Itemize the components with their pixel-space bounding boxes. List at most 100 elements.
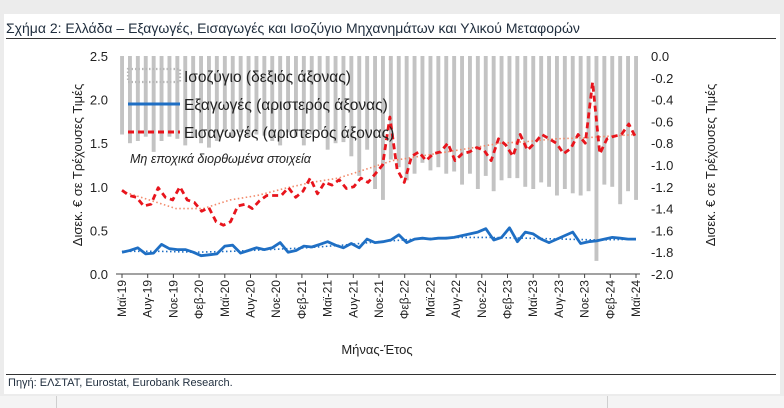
x-axis-label: Μήνας-Έτος [341,342,412,357]
balance-bar [555,56,559,196]
balance-bar [230,56,235,137]
source-note: Πηγή: ΕΛΣΤΑΤ, Eurostat, Eurobank Researc… [8,377,233,389]
legend-label: Ισοζύγιο (δεξιός άξονας) [184,69,351,86]
balance-bar [357,56,362,176]
x-tick-label: Μαϊ-24 [629,280,643,317]
x-tick-label: Αυγ-22 [449,280,463,318]
balance-bar [634,56,638,200]
source-rule [6,374,776,375]
y-tick-left: 1.0 [90,180,108,195]
x-tick-label: Αυγ-23 [552,280,566,318]
balance-bar [238,56,243,133]
x-tick-label: Φεβ-24 [603,280,617,319]
title-rule [6,38,776,39]
balance-bar [428,56,433,171]
legend-swatch-balance [126,67,182,84]
legend-label: Εισαγωγές (αριστερός άξονας) [184,125,394,142]
balance-bar [254,56,259,135]
balance-bar [135,56,140,141]
balance-bar [301,56,306,146]
exports-line [121,226,636,258]
balance-bar [278,56,283,146]
y-tick-right: -1.2 [651,180,673,195]
x-tick-label: Νοε-23 [578,280,592,318]
balance-bar [317,56,322,131]
balance-bar [499,56,504,181]
x-tick-label: Μαϊ-19 [115,280,129,317]
y-tick-right: -0.4 [651,93,673,108]
balance-bar [515,56,520,179]
balance-bar [270,56,275,141]
balance-bar [365,56,370,150]
legend-label: Εξαγωγές (αριστερός άξονας) [184,97,388,114]
x-tick-label: Αυγ-20 [244,280,258,318]
balance-bar [388,56,393,160]
balance-bar [412,56,417,174]
x-tick-label: Νοε-22 [475,280,489,318]
balance-bar [309,56,314,135]
balance-bar [341,56,346,143]
x-tick-label: Φεβ-21 [295,280,309,319]
y-axis-label-right: Δισεκ. € σε Τρέχουσες Τιμές [703,84,718,246]
balance-bar [207,56,211,148]
balance-bar [523,56,528,187]
balance-bar [539,56,544,183]
balance-bar [594,56,599,261]
balance-bar [183,56,188,146]
balance-bar [191,56,196,138]
balance-series [120,56,638,261]
balance-bar [167,56,172,137]
balance-bar [262,56,267,136]
y-tick-left: 2.0 [90,93,108,108]
y-tick-left: 1.5 [90,136,108,151]
x-tick-label: Φεβ-20 [192,280,206,319]
x-tick-label: Μαϊ-20 [218,280,232,317]
balance-bar [578,56,583,196]
y-tick-right: -0.8 [651,136,673,151]
balance-bar [246,56,251,137]
balance-bar [199,56,203,144]
balance-bar [120,56,124,135]
balance-bar [214,56,219,141]
y-tick-right: -1.6 [651,223,673,238]
y-tick-right: -1.4 [651,202,673,217]
y-tick-right: -1.0 [651,158,673,173]
x-tick-label: Φεβ-23 [501,280,515,319]
bottom-cell [57,396,608,408]
balance-bar [531,56,536,189]
y-tick-right: 0.0 [651,49,669,64]
balance-bar [570,56,575,194]
balance-bar [420,56,425,163]
balance-bar [381,56,385,200]
y-tick-left: 0.0 [90,267,108,282]
bottom-cell [608,396,784,408]
imports-trend-line [121,133,637,210]
x-tick-label: Αυγ-21 [346,280,360,318]
balance-bar [349,56,354,157]
balance-bar [294,56,298,137]
y-tick-left: 2.5 [90,49,108,64]
balance-bar [507,56,512,179]
balance-bar [325,56,330,150]
x-tick-label: Νοε-19 [166,280,180,318]
x-tick-label: Νοε-21 [372,280,386,318]
x-tick-label: Μαϊ-23 [526,280,540,317]
axes: 0.0 0.5 1.0 1.5 2.0 2.5 0.0 -0.2 -0.4 -0.6 -0.8 -1.… [90,49,673,319]
balance-bar [128,56,132,144]
x-tick-label: Αυγ-19 [141,280,155,318]
x-tick-label: Νοε-20 [269,280,283,318]
balance-bar [475,56,480,189]
balance-bar [483,56,488,176]
y-tick-right: -0.2 [651,71,673,86]
x-tick-label: Μαϊ-21 [321,280,335,317]
legend: Ισοζύγιο (δεξιός άξονας) Εξαγωγές (αριστε… [126,67,394,142]
y-tick-right: -1.8 [651,245,673,260]
balance-bar [175,56,180,139]
balance-bar [286,56,290,133]
balance-bar [143,56,148,137]
balance-bar [468,56,472,174]
balance-bar [373,56,377,189]
balance-bar [436,56,441,168]
balance-bar [562,56,567,189]
